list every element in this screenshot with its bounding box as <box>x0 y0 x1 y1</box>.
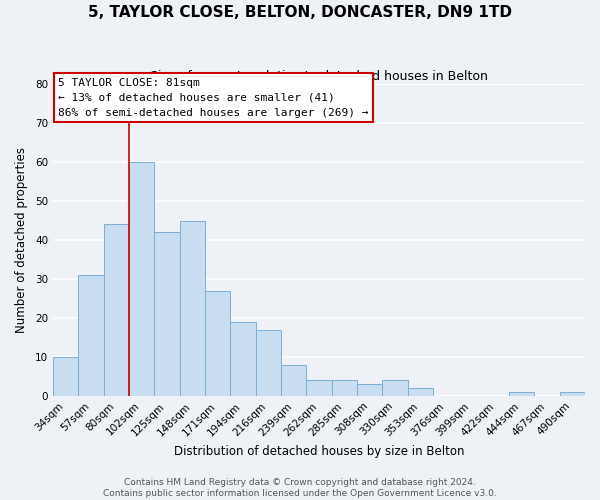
Text: Contains HM Land Registry data © Crown copyright and database right 2024.
Contai: Contains HM Land Registry data © Crown c… <box>103 478 497 498</box>
Bar <box>104 224 129 396</box>
Bar <box>53 357 78 396</box>
Bar <box>560 392 585 396</box>
Bar <box>332 380 357 396</box>
Text: 5 TAYLOR CLOSE: 81sqm
← 13% of detached houses are smaller (41)
86% of semi-deta: 5 TAYLOR CLOSE: 81sqm ← 13% of detached … <box>58 78 369 118</box>
Bar <box>154 232 179 396</box>
Y-axis label: Number of detached properties: Number of detached properties <box>15 147 28 333</box>
Bar <box>230 322 256 396</box>
Bar <box>179 220 205 396</box>
Bar <box>256 330 281 396</box>
X-axis label: Distribution of detached houses by size in Belton: Distribution of detached houses by size … <box>174 444 464 458</box>
Text: 5, TAYLOR CLOSE, BELTON, DONCASTER, DN9 1TD: 5, TAYLOR CLOSE, BELTON, DONCASTER, DN9 … <box>88 5 512 20</box>
Bar <box>382 380 407 396</box>
Bar <box>205 290 230 396</box>
Bar <box>407 388 433 396</box>
Bar <box>509 392 535 396</box>
Bar <box>357 384 382 396</box>
Title: Size of property relative to detached houses in Belton: Size of property relative to detached ho… <box>150 70 488 83</box>
Bar <box>78 275 104 396</box>
Bar <box>129 162 154 396</box>
Bar <box>281 364 306 396</box>
Bar <box>306 380 332 396</box>
